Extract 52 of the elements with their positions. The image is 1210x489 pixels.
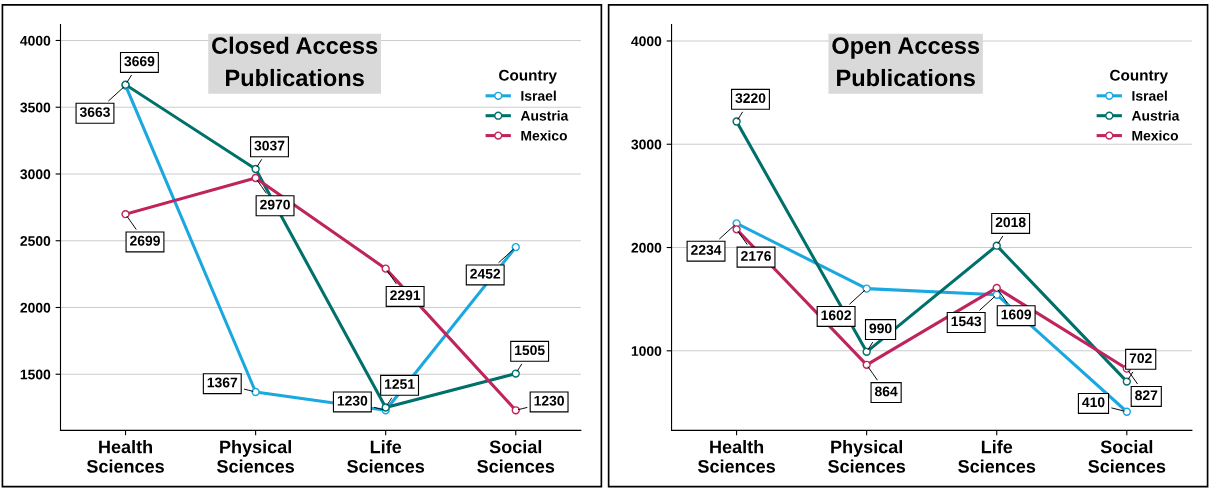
x-tick-label: Social Sciences bbox=[477, 440, 555, 473]
y-tick-label: 3500 bbox=[20, 102, 51, 113]
data-label: 410 bbox=[1082, 397, 1105, 408]
data-label: 2970 bbox=[260, 199, 290, 210]
data-label: 3220 bbox=[735, 93, 766, 104]
legend-label: Mexico bbox=[1132, 130, 1179, 141]
data-label: 1230 bbox=[534, 395, 564, 406]
data-label: 3037 bbox=[254, 140, 285, 151]
data-label: 1251 bbox=[385, 379, 415, 389]
data-label: 3669 bbox=[124, 56, 155, 67]
x-tick-label: Physical Sciences bbox=[828, 440, 906, 473]
y-tick-label: 2000 bbox=[631, 242, 662, 253]
data-label: 2018 bbox=[995, 217, 1026, 228]
data-label: 990 bbox=[869, 323, 892, 334]
legend-label: Israel bbox=[521, 90, 556, 101]
x-tick-label: Physical Sciences bbox=[216, 440, 295, 473]
data-label: 2699 bbox=[130, 235, 160, 246]
y-tick-label: 2000 bbox=[20, 302, 51, 313]
x-tick-label: Life Sciences bbox=[958, 440, 1036, 473]
data-label: 2234 bbox=[691, 245, 722, 255]
data-label: 1543 bbox=[951, 316, 982, 327]
y-tick-label: 4000 bbox=[20, 35, 51, 46]
y-tick-label: 2500 bbox=[20, 236, 51, 246]
y-tick-label: 1000 bbox=[631, 346, 662, 356]
legend-title: Country bbox=[499, 69, 557, 84]
data-label: 2452 bbox=[470, 268, 501, 279]
data-label: 827 bbox=[1135, 390, 1158, 401]
data-label: 1505 bbox=[515, 345, 545, 356]
y-tick-label: 3000 bbox=[20, 169, 51, 180]
y-tick-label: 3000 bbox=[631, 139, 662, 150]
legend-label: Austria bbox=[520, 110, 569, 121]
data-label: 1367 bbox=[207, 377, 238, 388]
data-label: 1609 bbox=[1001, 309, 1032, 320]
legend-label: Austria bbox=[1131, 110, 1180, 121]
x-tick-label: Life Sciences bbox=[347, 440, 425, 473]
y-tick-label: 4000 bbox=[631, 36, 662, 47]
data-label: 2176 bbox=[741, 251, 771, 261]
legend-label: Mexico bbox=[521, 130, 567, 141]
x-tick-label: Health Sciences bbox=[697, 440, 775, 473]
x-tick-label: Health Sciences bbox=[86, 440, 164, 473]
text: Open Access Publications bbox=[832, 37, 980, 87]
data-label: 864 bbox=[874, 386, 898, 397]
legend-label: Israel bbox=[1132, 90, 1167, 101]
data-label: 1602 bbox=[821, 310, 851, 321]
y-tick-label: 1500 bbox=[20, 369, 51, 380]
legend-title: Country bbox=[1110, 69, 1168, 84]
data-label: 1230 bbox=[337, 395, 368, 406]
data-label: 702 bbox=[1129, 353, 1152, 364]
text: Closed Access Publications bbox=[212, 36, 378, 87]
x-tick-label: Social Sciences bbox=[1088, 440, 1166, 473]
data-label: 3663 bbox=[79, 107, 110, 117]
data-label: 2291 bbox=[390, 290, 421, 301]
